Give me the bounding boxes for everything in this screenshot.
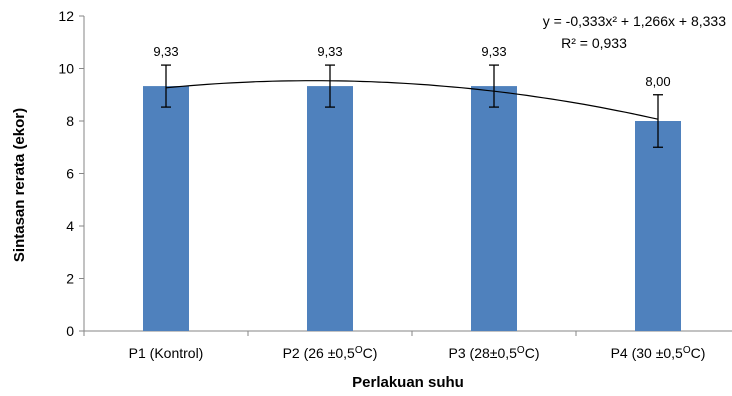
trendline-equation: y = -0,333x² + 1,266x + 8,333 — [543, 13, 727, 29]
y-tick-label: 4 — [66, 218, 74, 234]
y-axis-title: Sintasan rerata (ekor) — [11, 108, 28, 262]
data-label: 8,00 — [645, 74, 670, 89]
y-tick-label: 12 — [58, 8, 74, 24]
bar — [471, 86, 517, 332]
x-tick-label: P1 (Kontrol) — [129, 345, 204, 361]
data-label: 9,33 — [153, 44, 178, 59]
y-tick-label: 2 — [66, 271, 74, 287]
x-tick-label: P4 (30 ±0,5OC) — [611, 345, 706, 361]
x-axis-title: Perlakuan suhu — [352, 374, 464, 391]
bar — [307, 86, 353, 332]
y-tick-label: 6 — [66, 166, 74, 182]
data-label: 9,33 — [481, 44, 506, 59]
bar — [143, 86, 189, 332]
x-tick-label: P3 (28±0,5OC) — [449, 345, 540, 361]
trendline-r-squared: R² = 0,933 — [561, 35, 627, 51]
data-label: 9,33 — [317, 44, 342, 59]
x-tick-label: P2 (26 ±0,5OC) — [283, 345, 378, 361]
trendline — [165, 80, 659, 120]
y-tick-label: 10 — [58, 61, 74, 77]
y-tick-label: 0 — [66, 323, 74, 339]
y-tick-label: 8 — [66, 113, 74, 129]
bar — [635, 121, 681, 331]
plot-area: 0 2 4 6 8 10 12 9,33 P1 (Kontrol) 9,33 P2 (26 ±0,5… — [58, 8, 732, 361]
